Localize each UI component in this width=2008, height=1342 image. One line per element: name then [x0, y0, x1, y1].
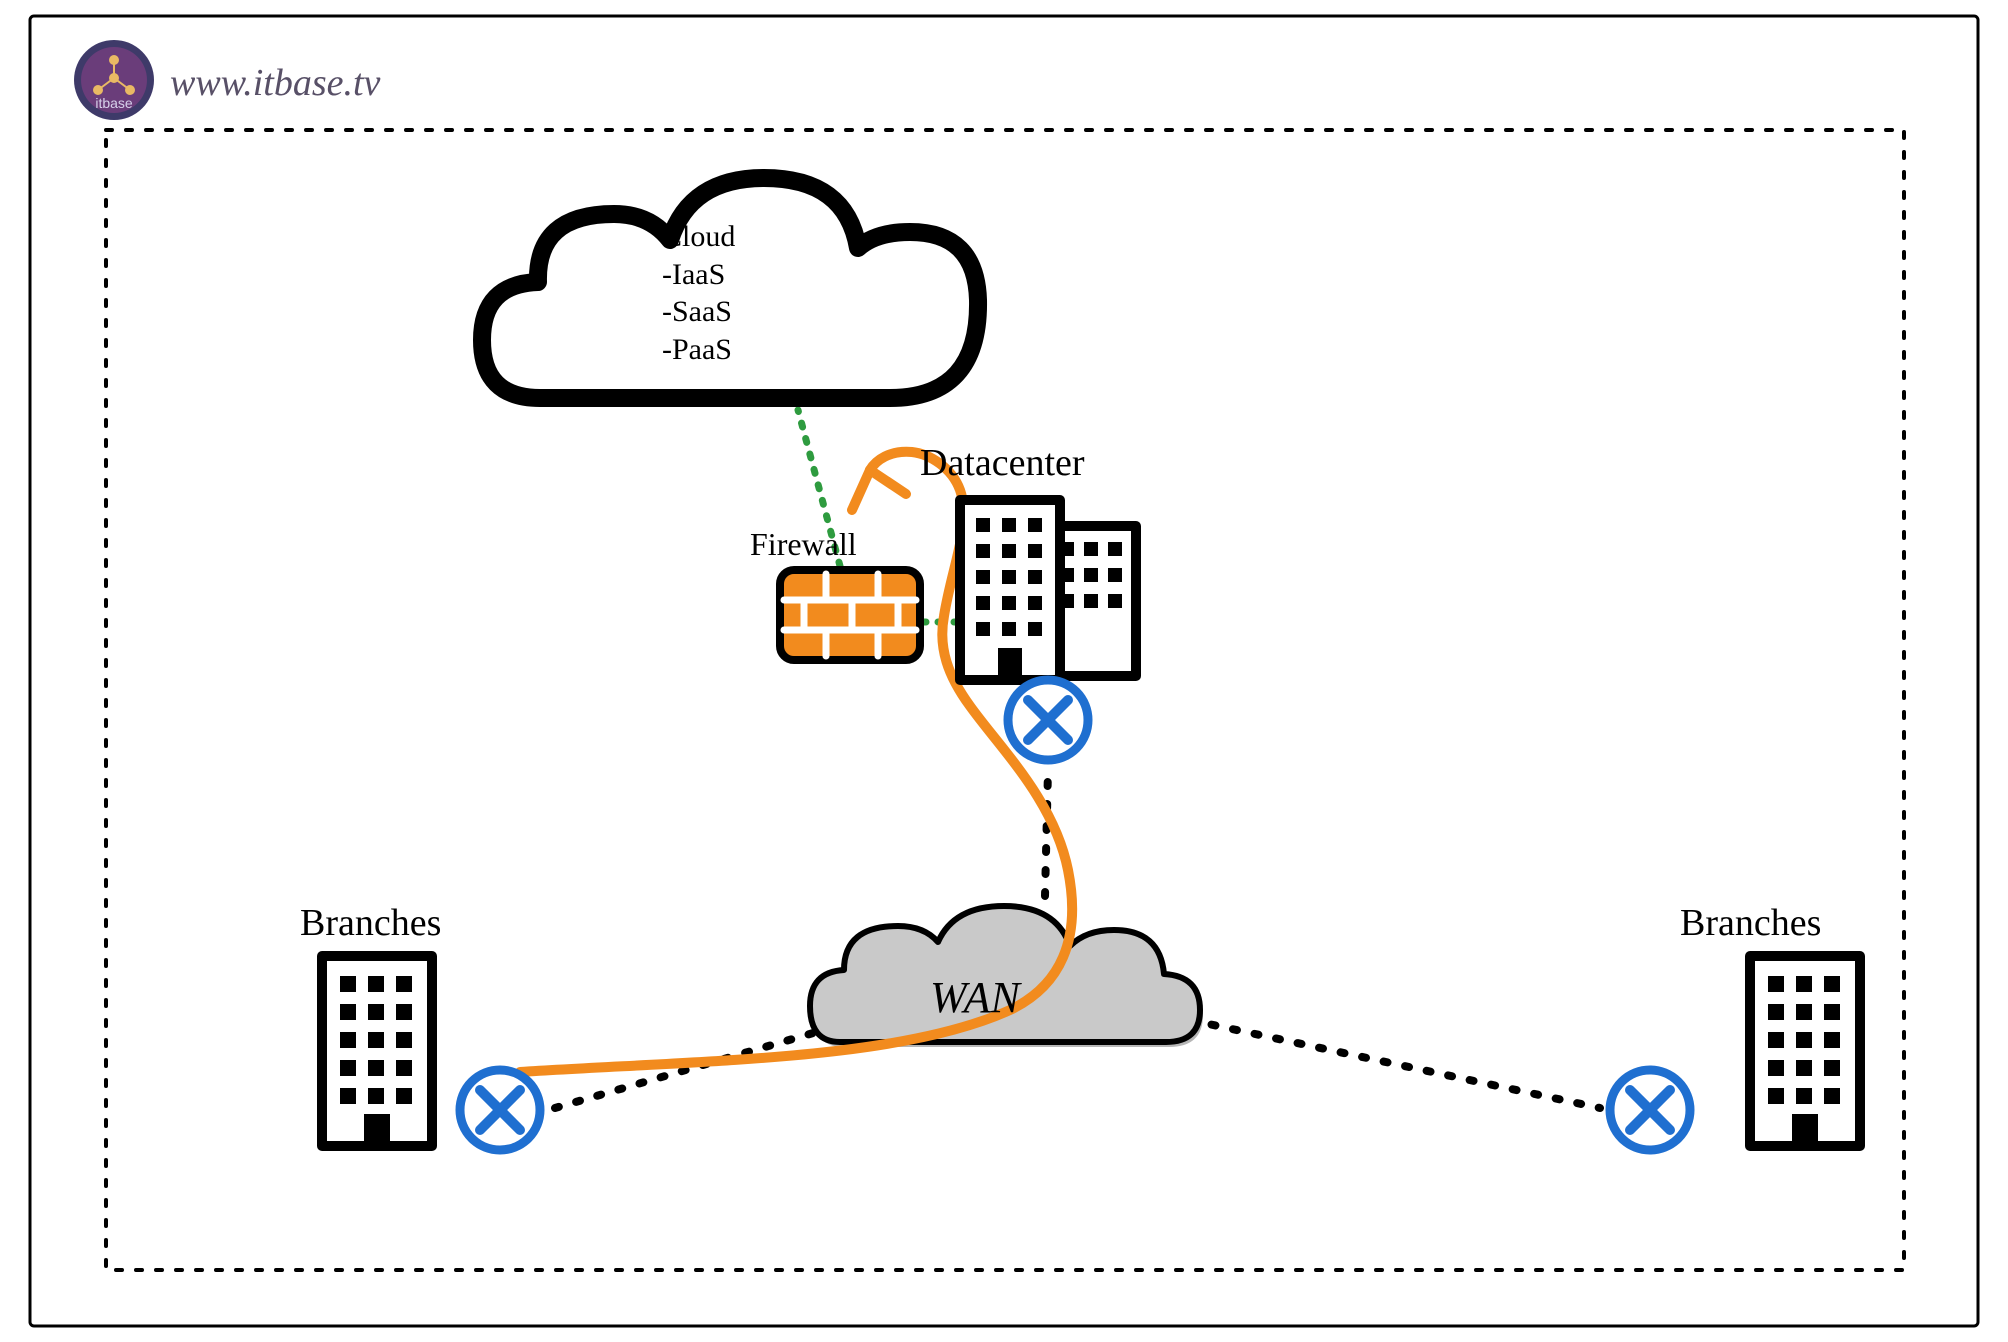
- branch-right-label: Branches: [1680, 900, 1821, 948]
- branch-right-icon: [1750, 956, 1860, 1146]
- wan-label: WAN: [930, 970, 1020, 1025]
- branch-left-icon: [322, 956, 432, 1146]
- diagram-stage: itbase www.itbase.tv: [0, 0, 2008, 1342]
- branch-left-label: Branches: [300, 900, 441, 948]
- branches-layer: [0, 0, 2008, 1342]
